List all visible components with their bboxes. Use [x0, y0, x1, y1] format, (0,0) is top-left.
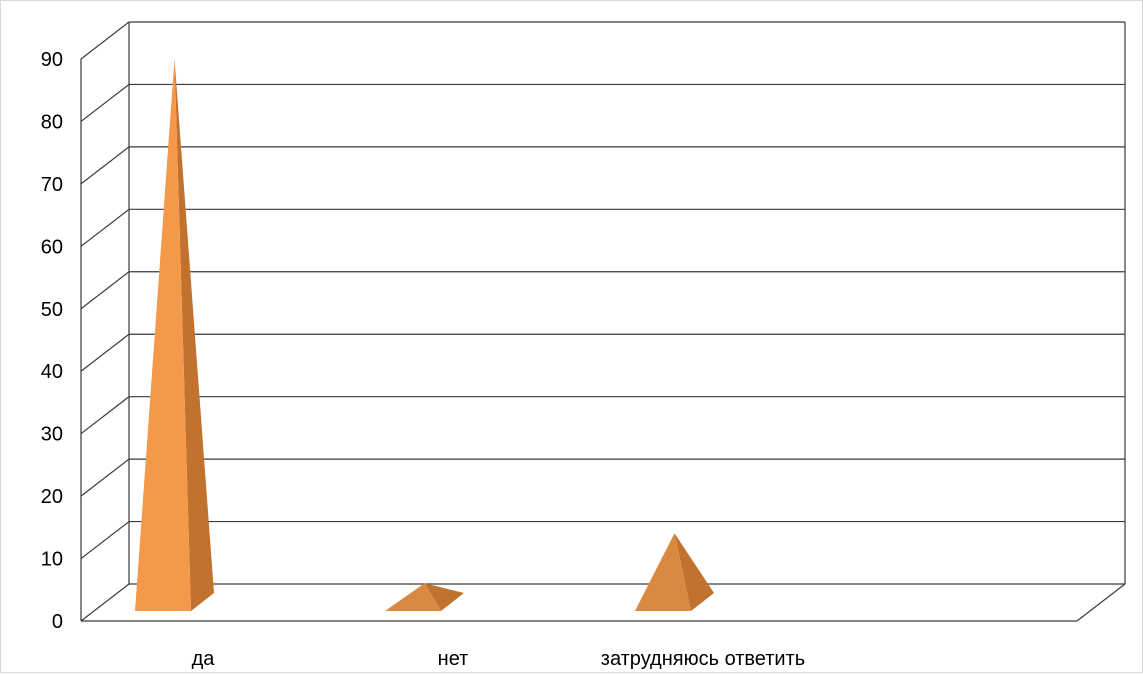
x-category-label: нет — [438, 648, 469, 670]
side-gridline — [80, 458, 130, 497]
pyramid-0 — [135, 58, 214, 611]
x-category-label: да — [192, 648, 216, 670]
side-gridline — [80, 396, 130, 435]
pyramid-front-face — [385, 583, 441, 611]
pyramid-front-face — [135, 58, 191, 611]
side-gridline — [80, 21, 130, 60]
side-gridline — [80, 521, 130, 560]
y-tick-label: 70 — [41, 174, 63, 196]
side-gridline — [80, 83, 130, 122]
side-gridline — [80, 583, 130, 622]
y-tick-label: 90 — [41, 49, 63, 71]
y-tick-label: 10 — [41, 549, 63, 571]
y-tick-label: 50 — [41, 299, 63, 321]
y-tick-label: 60 — [41, 236, 63, 258]
y-tick-label: 0 — [52, 611, 63, 633]
pyramids — [135, 58, 714, 611]
x-category-labels: да нет затрудняюсь ответить — [192, 648, 806, 670]
pyramid-right-face — [424, 583, 464, 611]
pyramid-1 — [385, 583, 464, 611]
side-gridline — [80, 333, 130, 372]
side-gridline — [80, 208, 130, 247]
x-category-label: затрудняюсь ответить — [601, 648, 805, 670]
y-tick-label: 20 — [41, 486, 63, 508]
y-tick-labels: 0 10 20 30 40 50 60 70 80 90 — [41, 49, 63, 633]
pyramid-2 — [635, 533, 714, 611]
side-gridline — [80, 146, 130, 185]
floor-right-edge — [1076, 583, 1126, 622]
pyramid-front-face — [635, 533, 691, 611]
y-tick-label: 80 — [41, 111, 63, 133]
gridlines — [80, 21, 1125, 622]
y-tick-label: 40 — [41, 361, 63, 383]
axes — [80, 22, 1126, 622]
pyramid-right-face — [174, 58, 214, 611]
pyramid-right-face — [674, 533, 714, 611]
y-tick-label: 30 — [41, 424, 63, 446]
side-gridline — [80, 271, 130, 310]
